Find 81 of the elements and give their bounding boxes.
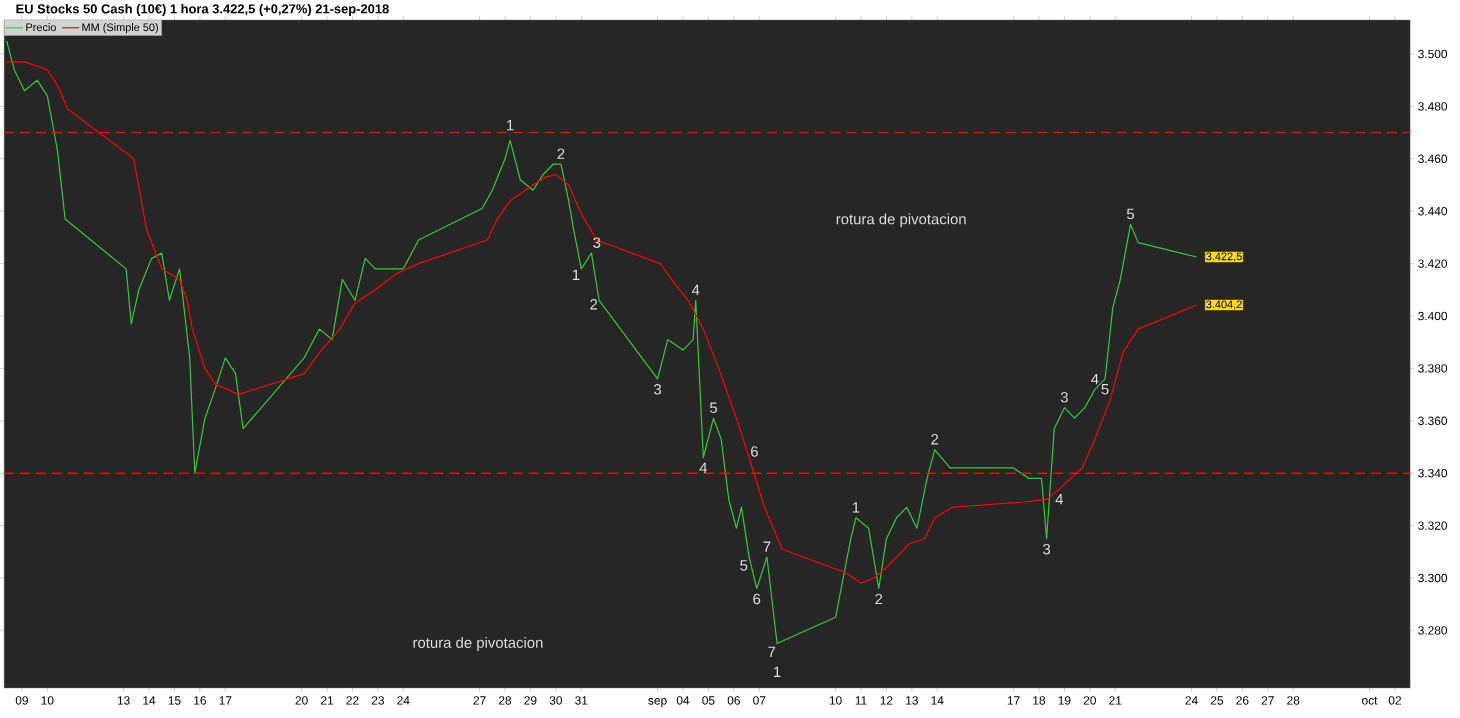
chart-title: EU Stocks 50 Cash (10€) 1 hora 3.422,5 (+0,27%) 21-sep-2018 — [16, 3, 389, 16]
x-tick-label: 27 — [473, 696, 486, 705]
annotation: 5 — [740, 560, 748, 571]
x-tick-label: 31 — [575, 696, 588, 705]
x-tick-label: 25 — [1210, 696, 1224, 705]
annotation: rotura de pivotacion — [413, 637, 543, 651]
annotation: 2 — [931, 434, 939, 445]
x-tick-label: 24 — [1185, 696, 1198, 705]
legend-label: Precio — [26, 23, 56, 32]
y-tick-label: 3.400 — [1418, 311, 1448, 321]
x-tick-label: 07 — [753, 696, 766, 705]
x-tick-label: 21 — [1109, 696, 1122, 705]
y-tick-label: 3.500 — [1418, 49, 1448, 59]
x-tick-label: 10 — [829, 696, 842, 705]
x-tick-label: 28 — [1287, 696, 1300, 705]
annotation: 4 — [1055, 494, 1064, 505]
y-tick-label: 3.320 — [1418, 521, 1448, 530]
y-tick-label: 3.420 — [1418, 259, 1448, 268]
annotation: 7 — [763, 541, 771, 552]
y-tick-label: 3.460 — [1418, 154, 1448, 164]
annotation: 2 — [557, 148, 565, 159]
annotation: 3 — [1060, 391, 1068, 403]
x-tick-label: 15 — [168, 696, 181, 705]
annotation: 4 — [1091, 373, 1099, 385]
x-tick-label: 23 — [371, 696, 384, 705]
x-tick-label: 18 — [1033, 696, 1046, 705]
annotation: 3 — [1043, 543, 1051, 555]
x-tick-label: 12 — [880, 696, 893, 705]
annotation: 3.422,5 — [1206, 252, 1242, 262]
annotation: 3.404,2 — [1206, 300, 1242, 310]
x-tick-label: sep — [648, 698, 667, 708]
x-tick-label: 28 — [498, 696, 512, 705]
annotation: 4 — [699, 462, 708, 473]
annotation: 2 — [875, 593, 883, 605]
x-tick-label: 09 — [15, 696, 28, 705]
annotation: 5 — [709, 402, 718, 414]
x-tick-label: 17 — [1007, 696, 1020, 705]
x-tick-label: 22 — [346, 696, 359, 705]
annotation: 3 — [653, 384, 662, 395]
annotation: 5 — [1101, 384, 1109, 395]
x-tick-label: 29 — [524, 696, 537, 705]
x-tick-label: 20 — [1083, 696, 1096, 705]
annotation: 7 — [768, 646, 776, 657]
legend-label: MM (Simple 50) — [82, 23, 158, 34]
x-tick-label: 16 — [194, 696, 206, 705]
y-tick-label: 3.360 — [1418, 416, 1448, 426]
x-tick-label: 30 — [549, 696, 563, 705]
x-tick-label: 06 — [727, 696, 740, 705]
x-tick-label: 19 — [1058, 696, 1071, 705]
annotation: 1 — [774, 666, 781, 677]
x-tick-label: 13 — [117, 696, 130, 705]
y-tick-label: 3.280 — [1418, 626, 1448, 635]
annotation: 2 — [590, 299, 598, 310]
annotation: 6 — [751, 446, 758, 457]
y-tick-label: 3.440 — [1418, 206, 1448, 216]
x-tick-label: 27 — [1261, 696, 1274, 705]
y-tick-label: 3.480 — [1418, 102, 1448, 111]
x-tick-label: 11 — [855, 696, 867, 705]
x-tick-label: 14 — [931, 696, 944, 705]
y-tick-label: 3.300 — [1418, 573, 1448, 583]
x-tick-label: 26 — [1236, 696, 1249, 705]
x-tick-label: 05 — [702, 696, 715, 705]
x-tick-label: 21 — [320, 696, 334, 705]
annotation: 1 — [572, 269, 580, 280]
x-tick-label: 20 — [295, 696, 308, 705]
annotation: 1 — [507, 120, 514, 131]
x-tick-label: 13 — [906, 696, 918, 705]
x-tick-label: 02 — [1388, 696, 1401, 705]
annotation: 1 — [852, 502, 860, 513]
annotation: 4 — [691, 284, 700, 296]
x-tick-label: 24 — [397, 696, 410, 705]
annotation: 5 — [1126, 208, 1135, 220]
x-tick-label: 14 — [143, 696, 156, 705]
x-tick-label: 10 — [41, 696, 54, 705]
x-tick-label: oct — [1362, 696, 1378, 705]
annotation: 6 — [753, 593, 761, 605]
x-tick-label: 17 — [219, 696, 232, 705]
annotation: rotura de pivotacion — [836, 213, 966, 228]
y-tick-label: 3.340 — [1418, 469, 1448, 478]
x-tick-label: 04 — [676, 696, 690, 705]
y-tick-label: 3.380 — [1418, 364, 1448, 373]
